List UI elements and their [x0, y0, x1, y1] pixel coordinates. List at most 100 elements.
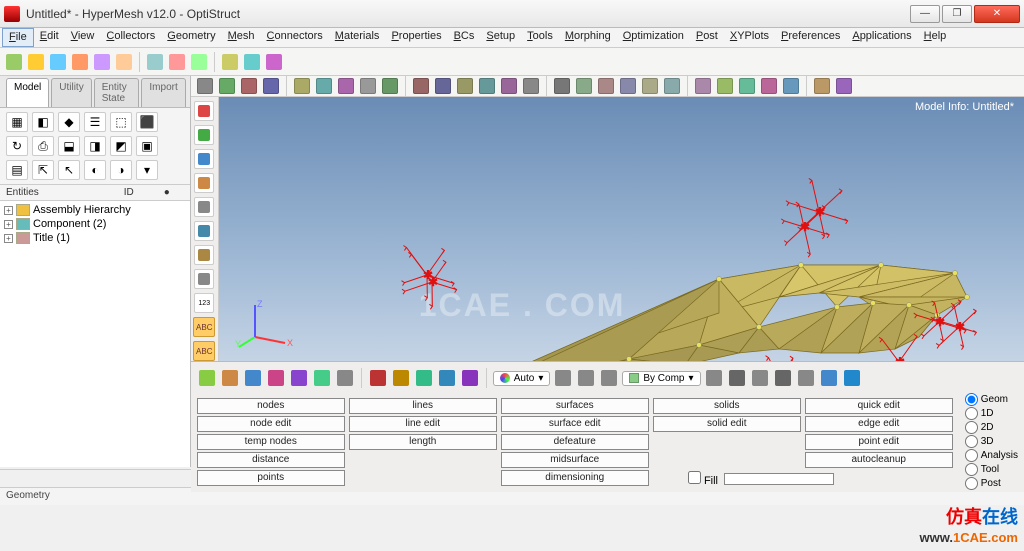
dispopt-btn-6[interactable]: [842, 368, 862, 388]
cmd-surface-edit[interactable]: surface edit: [501, 416, 649, 432]
radio-1d[interactable]: 1D: [965, 407, 1018, 420]
model-tree[interactable]: +Assembly Hierarchy+Component (2)+Title …: [0, 201, 190, 467]
fill-checkbox[interactable]: Fill: [688, 471, 718, 487]
sectb-btn-3[interactable]: [266, 368, 286, 388]
vside-btn-0[interactable]: [194, 101, 214, 121]
viewtoolbar-btn-2[interactable]: [239, 76, 259, 96]
viewtoolbar-btn-0[interactable]: [195, 76, 215, 96]
viewtoolbar-btn-27[interactable]: [834, 76, 854, 96]
cmd-temp-nodes[interactable]: temp nodes: [197, 434, 345, 450]
menu-geometry[interactable]: Geometry: [161, 28, 221, 47]
browser-tab-utility[interactable]: Utility: [51, 78, 91, 107]
tree-item[interactable]: +Title (1): [4, 231, 186, 245]
browser-tool-13[interactable]: ⇱: [32, 160, 54, 180]
sectb-btn-0[interactable]: [197, 368, 217, 388]
cmd-solid-edit[interactable]: solid edit: [653, 416, 801, 432]
cmd-node-edit[interactable]: node edit: [197, 416, 345, 432]
viewtoolbar-btn-8[interactable]: [380, 76, 400, 96]
viewtoolbar-btn-16[interactable]: [574, 76, 594, 96]
viewtoolbar-btn-4[interactable]: [292, 76, 312, 96]
browser-tool-5[interactable]: ⬛: [136, 112, 158, 132]
viewtoolbar-btn-20[interactable]: [662, 76, 682, 96]
sectb-btn-1[interactable]: [220, 368, 240, 388]
viewtoolbar-btn-25[interactable]: [781, 76, 801, 96]
browser-tool-8[interactable]: ⬓: [58, 136, 80, 156]
viewtoolbar-btn-18[interactable]: [618, 76, 638, 96]
fill-color-box[interactable]: [724, 473, 834, 485]
dispopt-btn-3[interactable]: [773, 368, 793, 388]
vside-btn-7[interactable]: [194, 269, 214, 289]
browser-tool-7[interactable]: ⎙: [32, 136, 54, 156]
sectb-btn-7[interactable]: [368, 368, 388, 388]
toolbar1-btn-5[interactable]: [114, 52, 134, 72]
browser-tab-entity-state[interactable]: Entity State: [94, 78, 140, 107]
menu-materials[interactable]: Materials: [329, 28, 386, 47]
vside-btn-2[interactable]: [194, 149, 214, 169]
toolbar1-btn-10[interactable]: [242, 52, 262, 72]
vside-btn-6[interactable]: [194, 245, 214, 265]
radio-geom[interactable]: Geom: [965, 393, 1018, 406]
dispmode-btn-0[interactable]: [553, 368, 573, 388]
tree-item[interactable]: +Component (2): [4, 217, 186, 231]
vside-123[interactable]: 123: [194, 293, 214, 313]
dispopt-btn-0[interactable]: [704, 368, 724, 388]
cmd-lines[interactable]: lines: [349, 398, 497, 414]
menu-applications[interactable]: Applications: [846, 28, 917, 47]
toolbar1-btn-3[interactable]: [70, 52, 90, 72]
radio-post[interactable]: Post: [965, 477, 1018, 490]
dispmode-btn-1[interactable]: [576, 368, 596, 388]
radio-tool[interactable]: Tool: [965, 463, 1018, 476]
viewtoolbar-btn-11[interactable]: [455, 76, 475, 96]
cmd-solids[interactable]: solids: [653, 398, 801, 414]
browser-tool-15[interactable]: ◐: [84, 160, 106, 180]
browser-tool-1[interactable]: ◧: [32, 112, 54, 132]
sectb-btn-9[interactable]: [414, 368, 434, 388]
sectb-btn-6[interactable]: [335, 368, 355, 388]
viewtoolbar-btn-15[interactable]: [552, 76, 572, 96]
menu-optimization[interactable]: Optimization: [617, 28, 690, 47]
browser-tool-12[interactable]: ▤: [6, 160, 28, 180]
menu-preferences[interactable]: Preferences: [775, 28, 846, 47]
vside-btn-3[interactable]: [194, 173, 214, 193]
viewtoolbar-btn-24[interactable]: [759, 76, 779, 96]
viewtoolbar-btn-12[interactable]: [477, 76, 497, 96]
viewtoolbar-btn-3[interactable]: [261, 76, 281, 96]
dispopt-btn-4[interactable]: [796, 368, 816, 388]
sectb-btn-8[interactable]: [391, 368, 411, 388]
menu-properties[interactable]: Properties: [385, 28, 447, 47]
cmd-midsurface[interactable]: midsurface: [501, 452, 649, 468]
menu-mesh[interactable]: Mesh: [222, 28, 261, 47]
vside-btn-1[interactable]: [194, 125, 214, 145]
radio-analysis[interactable]: Analysis: [965, 449, 1018, 462]
toolbar1-btn-4[interactable]: [92, 52, 112, 72]
browser-tool-2[interactable]: ◆: [58, 112, 80, 132]
viewtoolbar-btn-6[interactable]: [336, 76, 356, 96]
cmd-nodes[interactable]: nodes: [197, 398, 345, 414]
viewtoolbar-btn-26[interactable]: [812, 76, 832, 96]
vside-tag-1[interactable]: ABC: [193, 341, 215, 361]
viewtoolbar-btn-1[interactable]: [217, 76, 237, 96]
browser-tool-14[interactable]: ↖: [58, 160, 80, 180]
browser-tool-16[interactable]: ◑: [110, 160, 132, 180]
viewtoolbar-btn-9[interactable]: [411, 76, 431, 96]
viewtoolbar-btn-13[interactable]: [499, 76, 519, 96]
cmd-line-edit[interactable]: line edit: [349, 416, 497, 432]
sectb-btn-10[interactable]: [437, 368, 457, 388]
tree-item[interactable]: +Assembly Hierarchy: [4, 203, 186, 217]
viewtoolbar-btn-22[interactable]: [715, 76, 735, 96]
bycomp-dropdown[interactable]: By Comp▾: [622, 371, 700, 386]
auto-dropdown[interactable]: Auto▾: [493, 371, 551, 386]
toolbar1-btn-6[interactable]: [145, 52, 165, 72]
cmd-point-edit[interactable]: point edit: [805, 434, 953, 450]
toolbar1-btn-0[interactable]: [4, 52, 24, 72]
dispmode-btn-2[interactable]: [599, 368, 619, 388]
browser-tool-0[interactable]: ▦: [6, 112, 28, 132]
viewport-3d[interactable]: Model Info: Untitled* 1CAE . COM ✱✱✱✱✱✱✱…: [219, 97, 1024, 361]
menu-xyplots[interactable]: XYPlots: [724, 28, 775, 47]
viewtoolbar-btn-21[interactable]: [693, 76, 713, 96]
viewtoolbar-btn-19[interactable]: [640, 76, 660, 96]
toolbar1-btn-9[interactable]: [220, 52, 240, 72]
toolbar1-btn-11[interactable]: [264, 52, 284, 72]
toolbar1-btn-2[interactable]: [48, 52, 68, 72]
toolbar1-btn-8[interactable]: [189, 52, 209, 72]
